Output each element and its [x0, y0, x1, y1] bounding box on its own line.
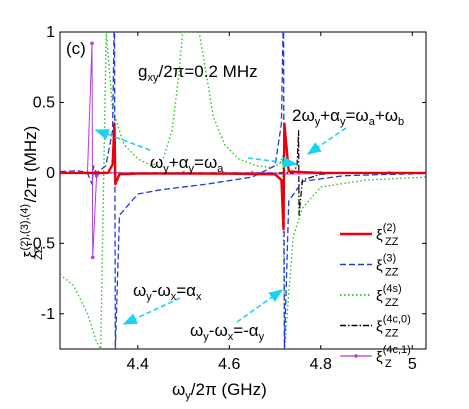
- panel-label: (c): [66, 39, 86, 58]
- annotation-coupling: gxy/2π=0.2 MHz: [138, 62, 258, 84]
- series-marker: [94, 173, 99, 178]
- arrow-res3: [122, 297, 181, 325]
- legend-label-2: ξ(4s) ZZ: [376, 283, 402, 309]
- x-axis-label: ωy/2π (GHz): [172, 380, 267, 402]
- annotation-res2: 2ωy+αy=ωa+ωb: [292, 106, 404, 128]
- x-tick-label: 4.8: [310, 356, 332, 373]
- y-tick-label: 1: [46, 24, 55, 41]
- y-tick-label: 0.5: [33, 94, 55, 111]
- legend: ξ(2) ZZ ξ(3) ZZ ξ(4s) ZZ ξ(4c,0) ZZ ξ(4c,1) Z: [340, 222, 411, 370]
- legend-marker: [354, 354, 358, 358]
- plot-area: [59, 31, 427, 350]
- arrow-res1-left: [94, 129, 151, 151]
- legend-label-4: ξ(4c,1) Z: [376, 344, 411, 370]
- legend-label-0: ξ(2) ZZ: [376, 222, 399, 248]
- y-axis-ticks: 1 0.5 0 -0.5 -1: [27, 24, 426, 323]
- series-layer: [60, 32, 426, 349]
- x-axis-ticks: 4.4 4.6 4.8 5: [127, 32, 417, 373]
- series-marker: [90, 255, 95, 260]
- annotation-res4: ωy-ωx=-αy: [190, 321, 265, 343]
- series-line-2: [60, 32, 426, 349]
- annotation-res1: ωy+αy=ωa: [150, 153, 224, 175]
- x-tick-label: 4.4: [127, 356, 149, 373]
- legend-label-1: ξ(3) ZZ: [376, 253, 399, 279]
- arrow-res1-right: [247, 156, 298, 168]
- series-marker: [90, 41, 94, 46]
- arrow-res4: [236, 289, 284, 323]
- series-line-0: [60, 122, 426, 231]
- annotation-arrows: [94, 127, 347, 325]
- series-line-1: [60, 32, 426, 349]
- x-tick-label: 4.6: [218, 356, 240, 373]
- legend-label-3: ξ(4c,0) ZZ: [376, 314, 411, 340]
- y-tick-label: -0.5: [27, 235, 55, 252]
- y-tick-label: -1: [41, 306, 55, 323]
- x-tick-label: 5: [408, 356, 417, 373]
- y-tick-label: 0: [46, 165, 55, 182]
- annotation-res3: ωy-ωx=αx: [133, 281, 202, 303]
